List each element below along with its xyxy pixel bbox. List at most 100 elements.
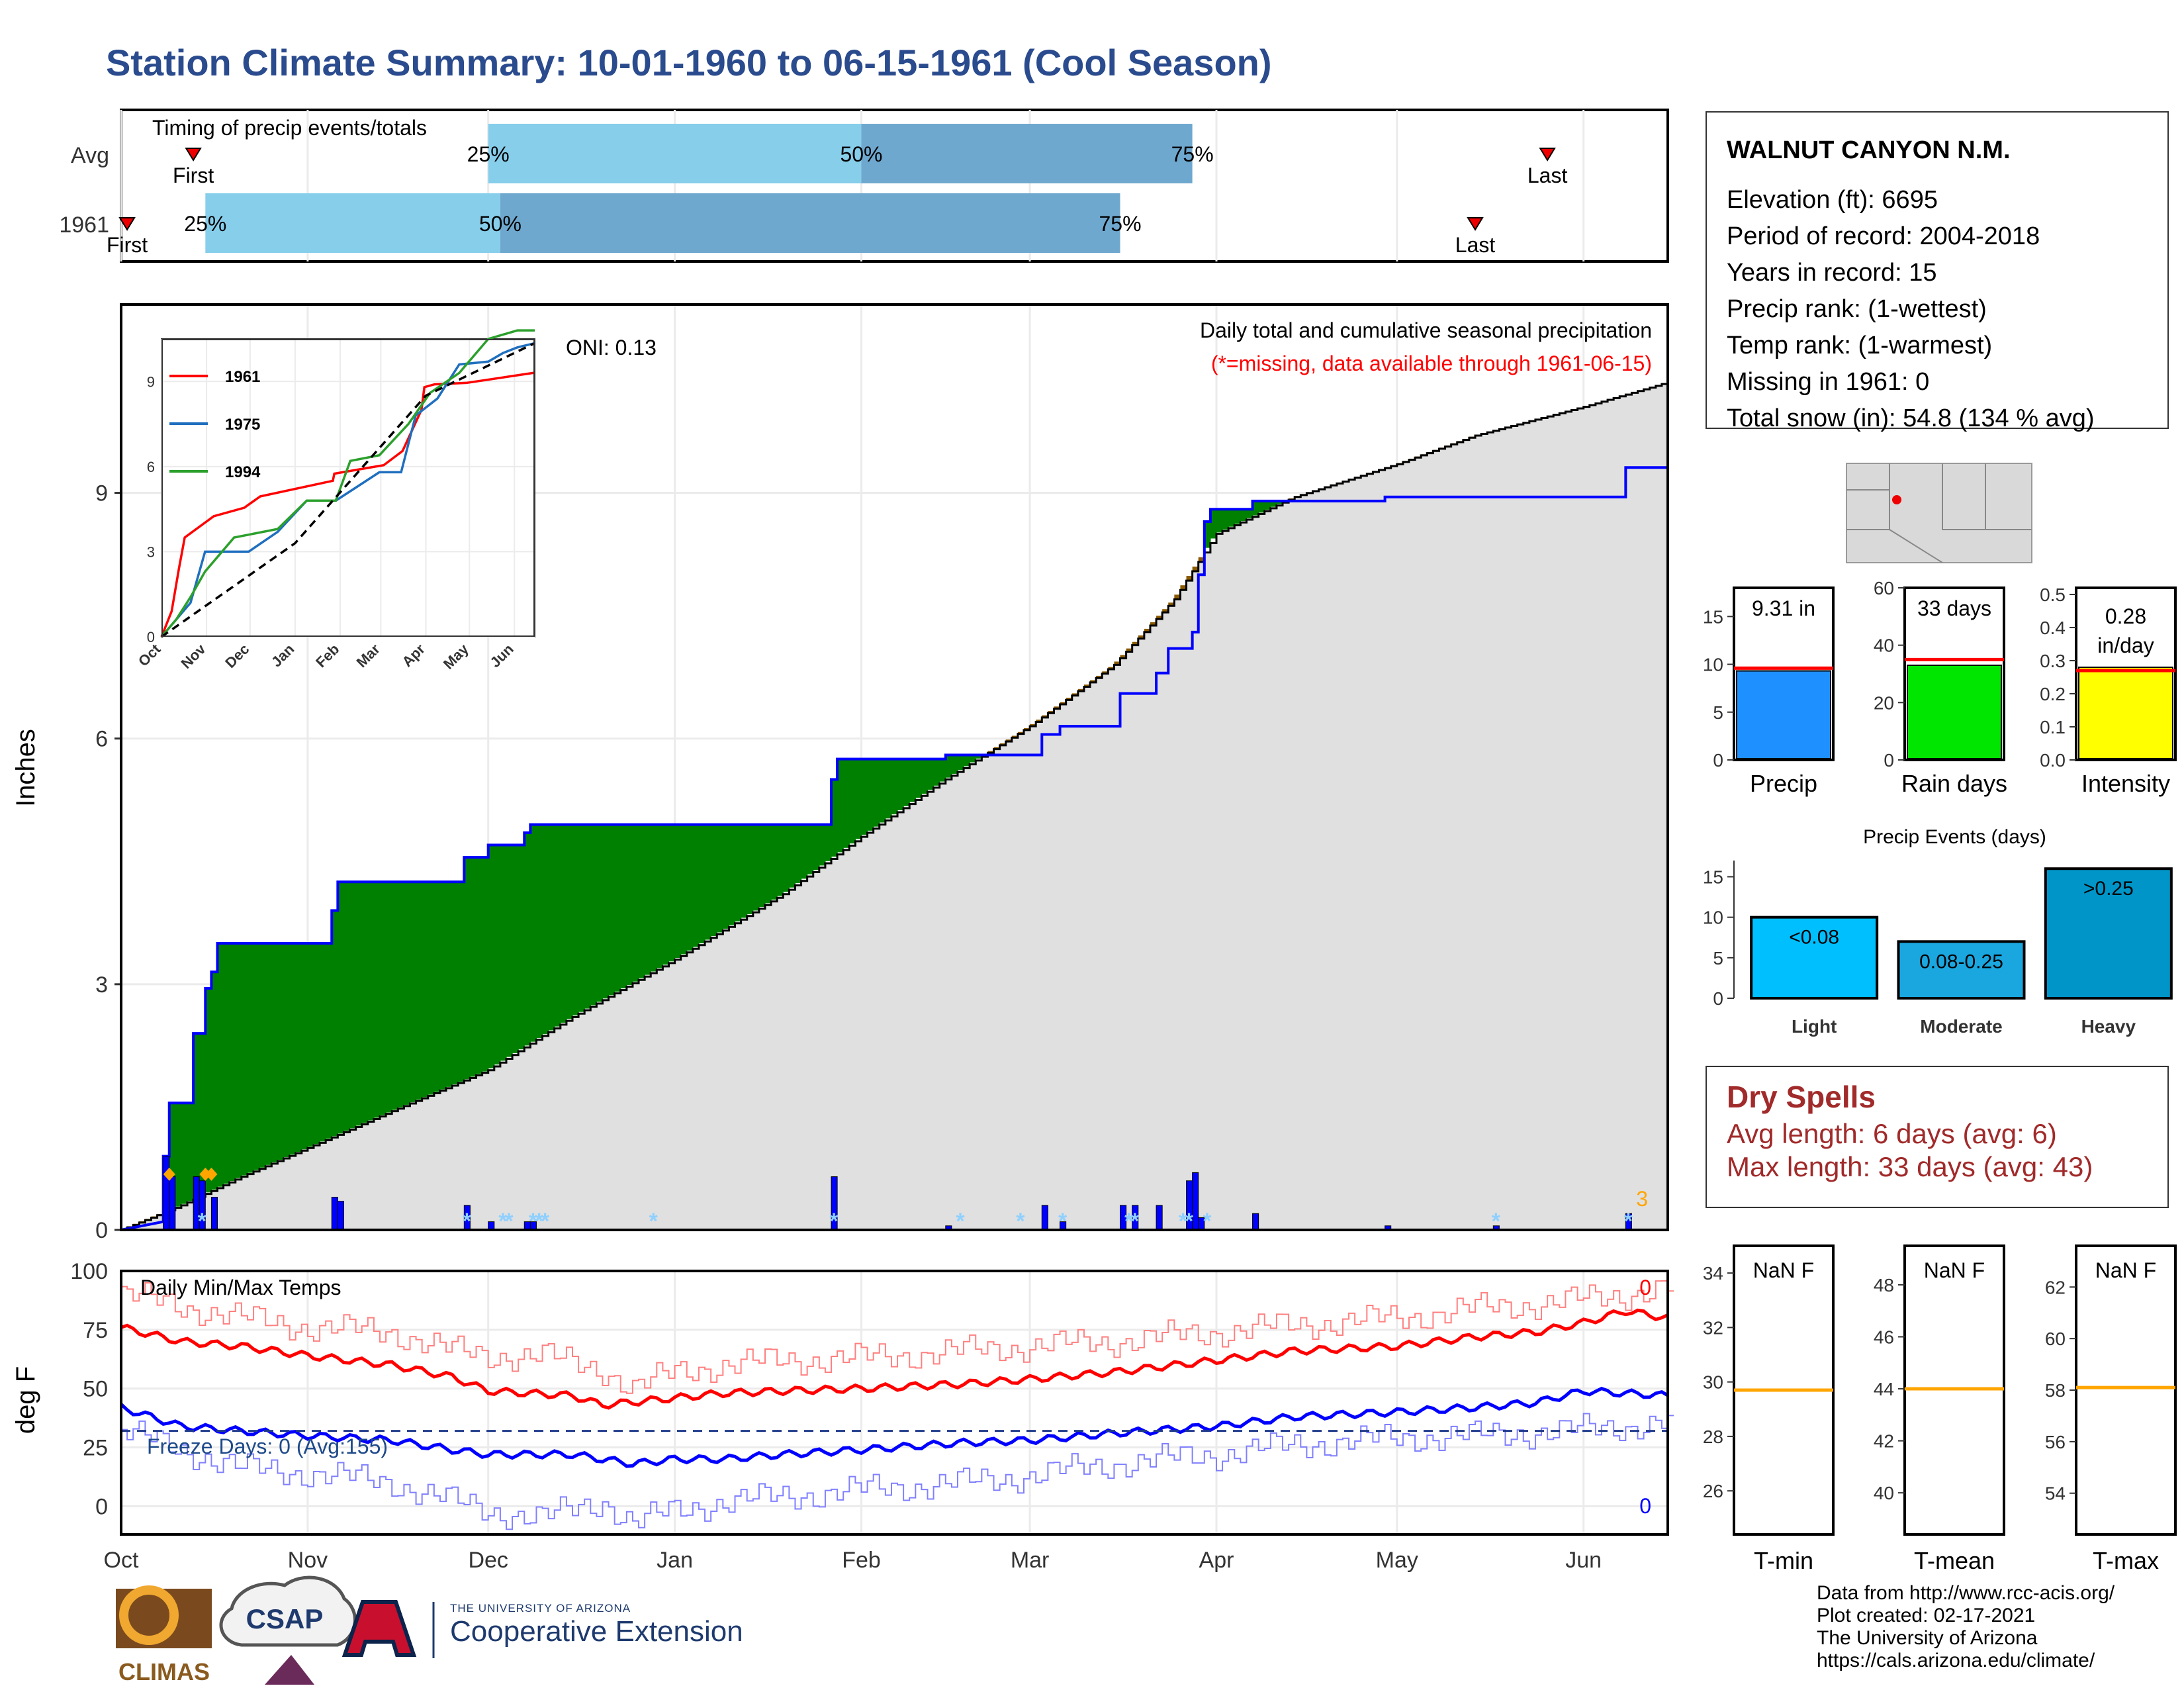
wet-surplus-area <box>657 824 664 968</box>
wet-surplus-area <box>187 1103 194 1201</box>
precip-gauge: 0 5 10 15 9.31 in Precip <box>1703 586 1835 797</box>
wet-surplus-area <box>1228 509 1235 527</box>
wet-surplus-area <box>903 759 910 806</box>
snow-mark: * <box>1058 1209 1068 1234</box>
wet-surplus-area <box>313 943 320 1145</box>
station-line-missing: Missing in 1961: 0 <box>1727 368 1930 396</box>
wet-surplus-area <box>464 857 471 1080</box>
wet-surplus-area <box>536 824 543 1038</box>
wet-surplus-area <box>976 755 982 759</box>
gauge-label: NaN F <box>1753 1258 1814 1282</box>
map-frame <box>1846 463 2032 563</box>
gauge-ytick-label: 58 <box>2045 1380 2066 1401</box>
temps-ytick-label: 100 <box>70 1259 108 1284</box>
wet-surplus-area <box>458 882 465 1082</box>
dry-spells-avg: Avg length: 6 days (avg: 6) <box>1727 1118 2057 1149</box>
wet-surplus-area <box>813 824 820 870</box>
daily-precip-bar <box>169 1176 176 1231</box>
climas-swirl <box>119 1585 179 1645</box>
page-title: Station Climate Summary: 10-01-1960 to 0… <box>106 42 1272 83</box>
timing-label-50: 50% <box>479 212 522 236</box>
gauge-label: NaN F <box>2095 1258 2156 1282</box>
timing-label-75: 75% <box>1171 142 1214 166</box>
corner-count: 3 <box>1636 1187 1648 1211</box>
wet-surplus-area <box>361 882 369 1123</box>
timing-last-label: Last <box>1527 164 1568 187</box>
snow-mark: * <box>1016 1209 1025 1234</box>
daily-precip-bar <box>1156 1205 1163 1231</box>
wet-surplus-area <box>452 882 459 1085</box>
wet-surplus-area <box>939 759 946 782</box>
wet-surplus-area <box>289 943 296 1155</box>
events-category-label: Light <box>1792 1016 1837 1037</box>
month-tick-label: May <box>1376 1548 1418 1573</box>
wet-surplus-area <box>404 882 411 1105</box>
wet-surplus-area <box>422 882 429 1098</box>
credit-line-date: Plot created: 02-17-2021 <box>1817 1605 2036 1626</box>
gauge-value-bar <box>1907 665 2002 759</box>
wet-surplus-area <box>217 943 224 1187</box>
wet-surplus-area <box>566 824 573 1019</box>
precip-frame <box>120 303 1669 1231</box>
snow-mark: * <box>1179 1209 1188 1234</box>
wet-surplus-area <box>777 824 784 896</box>
dry-spells-max: Max length: 33 days (avg: 43) <box>1727 1151 2093 1182</box>
credit-line-url: https://cals.arizona.edu/climate/ <box>1817 1650 2095 1671</box>
gauge-label: in/day <box>2097 633 2154 657</box>
temperature-panel: 0 25 50 75 100 Oct Nov Dec Jan Feb Mar Apr May Jun Dai… <box>11 1259 1674 1573</box>
gauge-xlabel: Intensity <box>2081 770 2170 797</box>
wet-surplus-area <box>235 943 242 1178</box>
station-line-temp-rank: Temp rank: (1-warmest) <box>1727 332 1993 359</box>
wet-surplus-area <box>1222 509 1229 530</box>
wet-surplus-area <box>349 882 357 1129</box>
wet-surplus-area <box>831 779 838 857</box>
temps-ylabel: deg F <box>11 1366 40 1434</box>
wet-surplus-area <box>741 824 748 918</box>
wet-surplus-area <box>1252 500 1259 516</box>
wet-surplus-area <box>692 824 700 947</box>
tmean-gauge: 40 42 44 46 48 NaN F T-mean <box>1874 1244 2005 1574</box>
wet-surplus-area <box>933 759 940 786</box>
inset-ytick-label: 9 <box>147 373 155 390</box>
timing-label-25: 25% <box>184 212 226 236</box>
temps-title: Daily Min/Max Temps <box>140 1276 341 1299</box>
temps-ytick-label: 75 <box>83 1318 108 1343</box>
daily-precip-bar <box>210 1197 218 1231</box>
wet-surplus-area <box>373 882 381 1118</box>
month-tick-label: Mar <box>1011 1548 1050 1573</box>
gauge-xlabel: T-mean <box>1914 1547 1995 1574</box>
timing-bar-q50-q75 <box>500 193 1120 253</box>
station-line-elevation: Elevation (ft): 6695 <box>1727 186 1938 214</box>
timing-label-25: 25% <box>467 142 510 166</box>
gauge-ytick-label: 54 <box>2045 1483 2066 1504</box>
snow-mark: * <box>1130 1209 1140 1234</box>
wet-surplus-area <box>1246 509 1253 518</box>
station-info-box: WALNUT CANYON N.M. Elevation (ft): 6695 … <box>1706 111 2169 432</box>
wet-surplus-area <box>945 755 952 778</box>
wet-surplus-area <box>885 759 892 819</box>
gauge-ytick-label: 30 <box>1703 1372 1723 1393</box>
month-tick-label: Apr <box>1199 1548 1234 1573</box>
inset-legend-label: 1961 <box>225 368 260 386</box>
wet-surplus-area <box>639 824 645 978</box>
wet-surplus-area <box>596 824 604 1002</box>
wet-surplus-area <box>614 824 621 992</box>
temps-ytick-label: 0 <box>95 1494 108 1519</box>
dry-spells-box: Dry Spells Avg length: 6 days (avg: 6) M… <box>1706 1066 2169 1208</box>
events-category-label: Moderate <box>1920 1016 2002 1037</box>
wet-surplus-area <box>1204 521 1211 548</box>
wet-surplus-area <box>608 824 615 996</box>
month-tick-label: Feb <box>842 1548 881 1573</box>
wet-surplus-area <box>735 824 742 921</box>
wet-surplus-area <box>729 824 736 925</box>
wet-surplus-area <box>789 824 796 888</box>
wet-surplus-area <box>801 824 808 879</box>
temp-avg-line <box>121 1413 1674 1530</box>
temp-observed-line <box>120 1308 1669 1410</box>
wet-surplus-area <box>843 759 850 848</box>
wet-surplus-area <box>320 943 326 1142</box>
inset-ytick-label: 0 <box>147 629 155 645</box>
location-map <box>1846 463 2032 563</box>
csap-logo: CSAP <box>219 1575 357 1685</box>
timing-title: Timing of precip events/totals <box>152 116 427 140</box>
